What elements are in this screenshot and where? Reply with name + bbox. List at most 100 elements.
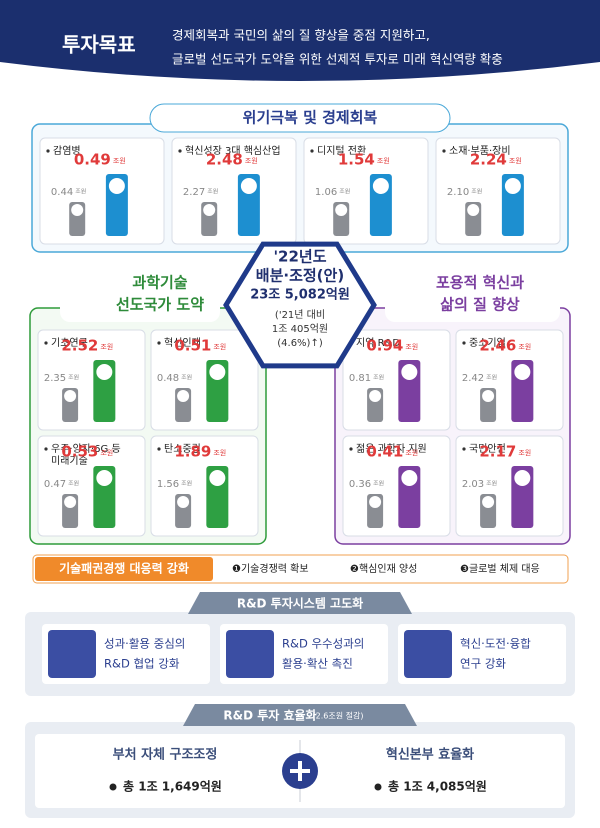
coin xyxy=(399,468,420,488)
unit: 조원 xyxy=(181,374,192,382)
tech-label-bg xyxy=(35,557,213,581)
unit: 조원 xyxy=(100,342,113,351)
value-new: 0.53 xyxy=(61,443,98,461)
value-prev: 2.42 xyxy=(462,373,484,384)
unit: 조원 xyxy=(75,188,86,196)
plus-sign xyxy=(290,761,310,781)
card-label: 우주·양자·6G 등 xyxy=(51,443,121,455)
unit: 조원 xyxy=(68,480,79,488)
coin xyxy=(512,362,533,382)
header-banner xyxy=(0,0,600,81)
bullet xyxy=(157,341,161,345)
bullet xyxy=(374,783,382,791)
center-sub: 1조 405억원 xyxy=(272,323,328,335)
coin xyxy=(106,176,127,196)
section-title: 삶의 질 향상 xyxy=(440,296,520,314)
system-text: R&D 협업 강화 xyxy=(104,657,180,671)
unit: 조원 xyxy=(405,342,418,351)
card-label: 감염병 xyxy=(53,145,81,157)
unit: 조원 xyxy=(213,342,226,351)
value-new: 0.51 xyxy=(174,337,211,355)
coin xyxy=(482,496,495,508)
unit: 조원 xyxy=(213,448,226,457)
value-prev: 1.06 xyxy=(315,187,337,198)
header-line: 글로벌 선도국가 도약을 위한 선제적 투자로 미래 혁신역량 확충 xyxy=(172,52,503,67)
unit: 조원 xyxy=(113,156,126,165)
tech-point: ❶기술경쟁력 확보 xyxy=(232,562,309,575)
value-new: 2.52 xyxy=(61,337,98,355)
eff-note: (2.6조원 절감) xyxy=(313,711,364,721)
unit: 조원 xyxy=(377,156,390,165)
system-icon xyxy=(226,630,274,678)
bullet xyxy=(109,783,117,791)
center-sub: ('21년 대비 xyxy=(275,309,325,321)
value-new: 0.94 xyxy=(366,337,403,355)
unit: 조원 xyxy=(339,188,350,196)
card-label: 지역 R&D xyxy=(356,337,400,349)
bullet xyxy=(462,341,466,345)
value-prev: 2.10 xyxy=(447,187,469,198)
value-new: 1.89 xyxy=(174,443,211,461)
unit: 조원 xyxy=(486,374,497,382)
coin xyxy=(502,176,523,196)
coin xyxy=(207,468,228,488)
value-prev: 0.81 xyxy=(349,373,371,384)
card-label: 디지털 전환 xyxy=(317,145,366,157)
center-text: 배분·조정(안) xyxy=(256,267,344,285)
eff-title: R&D 투자 효율화 xyxy=(223,708,316,723)
value-prev: 2.03 xyxy=(462,479,484,490)
system-text: 활용·확산 촉진 xyxy=(282,657,353,671)
coin xyxy=(238,176,259,196)
unit: 조원 xyxy=(518,448,531,457)
value-prev: 0.36 xyxy=(349,479,371,490)
system-title: R&D 투자시스템 고도화 xyxy=(237,596,363,611)
card-label: 미래기술 xyxy=(51,455,88,467)
card-label: 기초연구 xyxy=(51,337,88,349)
bullet xyxy=(44,341,48,345)
header-title: 투자목표 xyxy=(62,33,136,57)
section-title-bg xyxy=(60,270,220,322)
bullet xyxy=(178,149,182,153)
unit: 조원 xyxy=(509,156,522,165)
bullet xyxy=(46,149,50,153)
unit: 조원 xyxy=(373,374,384,382)
unit: 조원 xyxy=(405,448,418,457)
header-line: 경제회복과 국민의 삶의 질 향상을 중점 지원하고, xyxy=(172,28,430,43)
center-sub: (4.6%)↑) xyxy=(277,338,323,349)
coin xyxy=(71,204,84,216)
tech-point: ❸글로벌 체제 대응 xyxy=(460,563,540,575)
card-label: 국민안전 xyxy=(469,443,506,455)
section-title: 위기극복 및 경제회복 xyxy=(243,109,378,127)
coin xyxy=(94,468,115,488)
value-new: 0.49 xyxy=(74,151,111,169)
center-text: '22년도 xyxy=(273,248,326,266)
section-title: 과학기술 xyxy=(132,274,187,292)
coin xyxy=(64,390,77,402)
value-prev: 0.48 xyxy=(157,373,179,384)
section-title-bg xyxy=(149,103,451,133)
card-label: 소재·부품·장비 xyxy=(449,145,511,157)
coin xyxy=(369,496,382,508)
value-new: 2.17 xyxy=(479,443,516,461)
coin xyxy=(177,390,190,402)
tech-label: 기술패권경쟁 대응력 강화 xyxy=(59,561,189,576)
eff-banner xyxy=(183,704,417,726)
coin xyxy=(512,468,533,488)
bullet xyxy=(442,149,446,153)
eff-amount: 총 1조 1,649억원 xyxy=(123,779,222,794)
bullet xyxy=(44,447,48,451)
unit: 조원 xyxy=(245,156,258,165)
unit: 조원 xyxy=(207,188,218,196)
section-title: 포용적 혁신과 xyxy=(436,274,524,292)
system-icon xyxy=(404,630,452,678)
value-new: 0.41 xyxy=(366,443,403,461)
bullet xyxy=(349,447,353,451)
card-label: 젊은 과학자 지원 xyxy=(356,443,427,455)
tech-point: ❷핵심인재 양성 xyxy=(350,563,417,575)
value-new: 2.24 xyxy=(470,151,507,169)
system-text: 연구 강화 xyxy=(460,657,506,671)
eff-amount: 총 1조 4,085억원 xyxy=(388,779,487,794)
bullet xyxy=(462,447,466,451)
system-text: 혁신·도전·융합 xyxy=(460,637,531,651)
